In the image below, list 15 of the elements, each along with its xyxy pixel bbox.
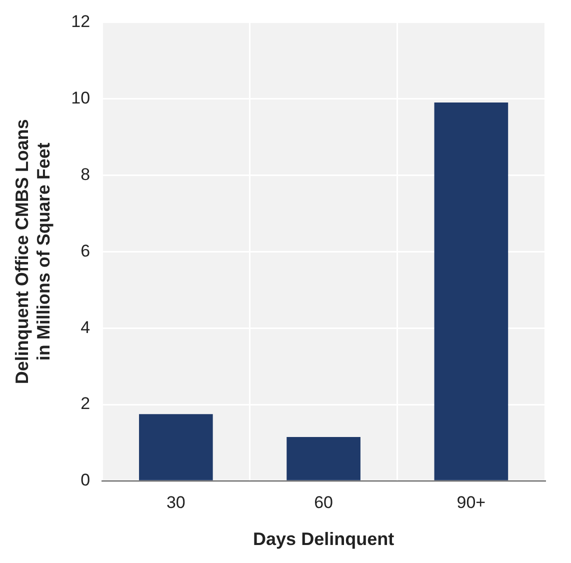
y-tick-label: 2 [80,394,90,414]
y-axis-title: Delinquent Office CMBS Loans in Millions of Square Feet [12,119,54,384]
y-tick-label: 4 [80,318,90,337]
bar [286,437,360,480]
bar [434,102,508,480]
x-tick-label: 90+ [456,492,486,512]
y-tick-label: 6 [80,241,90,260]
x-tick-label: 60 [314,492,334,512]
x-tick-label: 30 [166,492,186,512]
y-tick-label: 12 [71,12,90,31]
x-axis-title: Days Delinquent [253,529,394,550]
y-tick-label: 0 [80,470,90,490]
y-tick-label: 8 [80,164,90,184]
bar [139,414,213,480]
y-tick-label: 10 [71,88,90,108]
